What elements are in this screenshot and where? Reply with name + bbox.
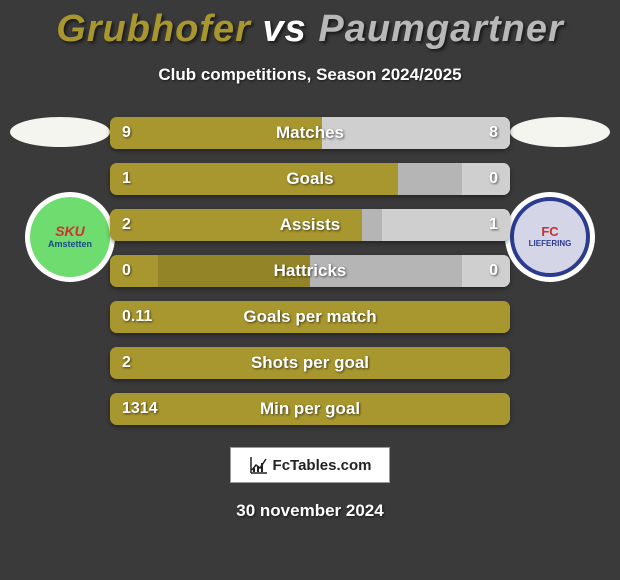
stat-row: 98Matches — [110, 117, 510, 149]
stat-fill-left — [110, 347, 510, 379]
stat-fill-left — [110, 393, 510, 425]
stat-fill-right — [462, 255, 510, 287]
comparison-content: SKU Amstetten FC LIEFERING 98Matches10Go… — [0, 117, 620, 425]
stat-row: 00Hattricks — [110, 255, 510, 287]
team-badge-left: SKU Amstetten — [25, 192, 115, 282]
badge-left-bottom: Amstetten — [48, 240, 92, 250]
footer-site-logo: FcTables.com — [230, 447, 390, 483]
footer-date: 30 november 2024 — [0, 501, 620, 521]
stat-row: 1314Min per goal — [110, 393, 510, 425]
stat-fill-left — [110, 209, 362, 241]
badge-left-top: SKU — [55, 224, 85, 239]
stat-fill-left — [110, 117, 322, 149]
stat-row: 10Goals — [110, 163, 510, 195]
stat-fill-right — [462, 163, 510, 195]
stat-fill-left — [110, 301, 510, 333]
badge-right-bottom: LIEFERING — [529, 240, 572, 249]
stat-value-left: 2 — [122, 216, 131, 234]
stat-value-right: 8 — [489, 124, 498, 142]
chart-icon — [249, 455, 269, 475]
player2-name: Paumgartner — [318, 8, 563, 50]
stat-value-right: 0 — [489, 262, 498, 280]
stat-fill-left — [110, 255, 158, 287]
stat-value-right: 0 — [489, 170, 498, 188]
subtitle: Club competitions, Season 2024/2025 — [0, 65, 620, 85]
footer-site-text: FcTables.com — [273, 457, 372, 474]
stat-value-left: 0 — [122, 262, 131, 280]
vs-text: vs — [263, 8, 307, 50]
stat-fill-right — [322, 117, 510, 149]
team-badge-right: FC LIEFERING — [505, 192, 595, 282]
flag-right — [510, 117, 610, 147]
stat-value-left: 9 — [122, 124, 131, 142]
flag-left — [10, 117, 110, 147]
stat-row: 21Assists — [110, 209, 510, 241]
stat-value-right: 1 — [489, 216, 498, 234]
stat-row: 0.11Goals per match — [110, 301, 510, 333]
badge-right-top: FC — [541, 225, 558, 239]
stat-row: 2Shots per goal — [110, 347, 510, 379]
player1-name: Grubhofer — [56, 8, 251, 50]
stat-value-left: 1314 — [122, 400, 158, 418]
comparison-title: Grubhofer vs Paumgartner — [0, 0, 620, 51]
stat-value-left: 2 — [122, 354, 131, 372]
stat-value-left: 1 — [122, 170, 131, 188]
stat-value-left: 0.11 — [122, 308, 152, 326]
stat-fill-left — [110, 163, 398, 195]
stat-bars: 98Matches10Goals21Assists00Hattricks0.11… — [110, 117, 510, 425]
